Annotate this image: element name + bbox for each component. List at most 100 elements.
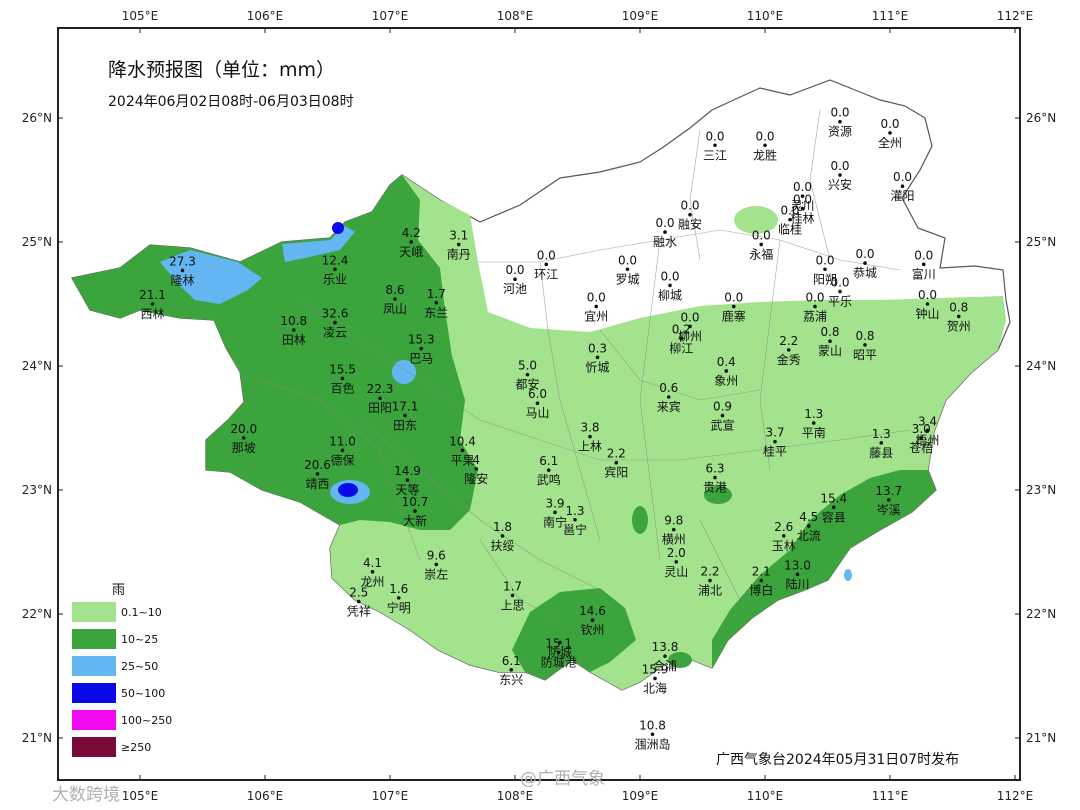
station-marker: 0.3 忻城 bbox=[585, 341, 609, 374]
station-value: 0.0 bbox=[660, 269, 679, 283]
station-marker: 15.9 北海 bbox=[642, 662, 669, 695]
station-value: 2.1 bbox=[752, 565, 771, 579]
station-dot bbox=[340, 376, 345, 381]
issuer-footer: 广西气象台2024年05月31日07时发布 bbox=[716, 752, 959, 768]
rain-patch-medium bbox=[668, 652, 692, 668]
station-dot bbox=[595, 355, 600, 360]
station-marker: 0.4 象州 bbox=[714, 355, 738, 388]
station-value: 13.0 bbox=[784, 558, 811, 572]
station-name: 柳城 bbox=[658, 288, 682, 302]
station-name: 宜州 bbox=[584, 308, 608, 323]
station-value: 0.0 bbox=[680, 310, 699, 324]
station-value: 0.0 bbox=[705, 129, 724, 143]
station-marker: 15.4 容县 bbox=[820, 491, 847, 524]
station-marker: 1.6 宁明 bbox=[387, 582, 411, 615]
station-name: 融水 bbox=[653, 235, 677, 249]
station-value: 3.0 bbox=[912, 422, 931, 436]
station-value: 0.0 bbox=[587, 290, 606, 304]
station-value: 0.0 bbox=[793, 180, 812, 194]
station-marker: 8.6 凤山 bbox=[383, 283, 407, 316]
station-dot bbox=[525, 372, 530, 377]
station-value: 0.0 bbox=[893, 170, 912, 184]
station-dot bbox=[831, 505, 836, 510]
station-marker: 1.7 上思 bbox=[500, 579, 524, 612]
station-dot bbox=[291, 328, 296, 332]
station-name: 贵港 bbox=[703, 481, 727, 495]
station-name: 融安 bbox=[678, 217, 702, 232]
station-value: 10.8 bbox=[280, 314, 307, 328]
station-value: 5.0 bbox=[518, 359, 537, 373]
legend-items: 0.1~10 10~25 25~50 50~100 100~250 ≥250 bbox=[72, 602, 172, 757]
station-value: 2.5 bbox=[349, 586, 368, 600]
station-name: 武鸣 bbox=[537, 472, 561, 487]
station-dot bbox=[474, 467, 479, 471]
station-value: 3.1 bbox=[449, 228, 468, 242]
station-dot bbox=[456, 242, 461, 247]
station-value: 9.6 bbox=[427, 548, 446, 562]
station-dot bbox=[180, 268, 185, 273]
station-dot bbox=[925, 302, 930, 306]
station-value: 3.4 bbox=[918, 414, 937, 428]
station-value: 13.8 bbox=[652, 640, 679, 654]
station-value: 9.8 bbox=[664, 514, 683, 528]
station-dot bbox=[650, 732, 655, 737]
station-marker: 2.2 宾阳 bbox=[604, 447, 628, 480]
watermark-center: @广西气象 bbox=[520, 769, 605, 789]
station-marker: 0.0 灵川 bbox=[790, 180, 814, 213]
lon-tick-bottom: 109°E bbox=[622, 789, 659, 803]
station-value: 1.3 bbox=[872, 427, 891, 441]
station-marker: 21.1 西林 bbox=[139, 288, 166, 321]
station-value: 0.0 bbox=[618, 253, 637, 267]
lon-tick-top: 105°E bbox=[122, 9, 159, 23]
station-marker: 1.3 平南 bbox=[802, 407, 826, 440]
legend-label: 10~25 bbox=[121, 633, 158, 646]
station-dot bbox=[553, 510, 557, 515]
station-dot bbox=[556, 650, 561, 655]
station-name: 灵川 bbox=[790, 199, 814, 213]
lon-tick-bottom: 107°E bbox=[372, 789, 409, 803]
station-dot bbox=[788, 217, 792, 222]
station-dot bbox=[671, 527, 676, 532]
station-value: 1.3 bbox=[804, 407, 823, 421]
station-dot bbox=[900, 184, 905, 188]
station-dot bbox=[668, 283, 672, 288]
lat-tick-left: 26°N bbox=[22, 111, 52, 125]
station-marker: 13.7 岑溪 bbox=[875, 484, 902, 517]
legend: 雨 0.1~10 10~25 25~50 50~100 100~250 ≥250 bbox=[64, 578, 186, 762]
station-name: 河池 bbox=[503, 282, 527, 296]
station-marker: 0.0 环江 bbox=[534, 248, 558, 281]
station-value: 0.0 bbox=[724, 290, 743, 304]
station-dot bbox=[828, 339, 832, 344]
station-dot bbox=[731, 304, 736, 309]
station-marker: 10.8 田林 bbox=[280, 314, 307, 347]
station-name: 金秀 bbox=[777, 352, 801, 367]
station-dot bbox=[509, 668, 514, 672]
station-marker: 5.0 都安 bbox=[515, 359, 539, 392]
station-name: 防城 bbox=[548, 645, 572, 660]
station-value: 0.0 bbox=[752, 228, 771, 242]
station-name: 北流 bbox=[797, 529, 821, 543]
station-value: 20.6 bbox=[304, 458, 331, 472]
station-value: 11.0 bbox=[329, 434, 356, 448]
station-marker: 0.0 阳朔 bbox=[813, 253, 837, 286]
station-name: 武宣 bbox=[710, 418, 734, 433]
lat-tick-left: 22°N bbox=[22, 607, 52, 621]
legend-label: ≥250 bbox=[121, 741, 151, 754]
station-marker: 0.0 桂林 bbox=[790, 193, 814, 226]
station-name: 浦北 bbox=[698, 584, 722, 598]
station-name: 容县 bbox=[822, 509, 846, 524]
station-marker: 0.0 柳州 bbox=[678, 310, 702, 343]
station-value: 1.6 bbox=[389, 582, 408, 596]
station-value: 12.4 bbox=[322, 253, 349, 267]
station-marker: 6.3 贵港 bbox=[703, 462, 727, 495]
station-marker: 13.0 陆川 bbox=[784, 558, 811, 591]
station-dot bbox=[795, 572, 800, 577]
station-marker: 14.9 天等 bbox=[394, 464, 421, 497]
station-value: 1.8 bbox=[493, 520, 512, 534]
station-marker: 防城 bbox=[548, 640, 572, 660]
station-marker: 32.6 凌云 bbox=[322, 307, 349, 340]
station-value: 3.9 bbox=[545, 496, 564, 510]
station-dot bbox=[403, 413, 407, 418]
station-value: 0.0 bbox=[830, 159, 849, 173]
station-dot bbox=[513, 277, 517, 282]
